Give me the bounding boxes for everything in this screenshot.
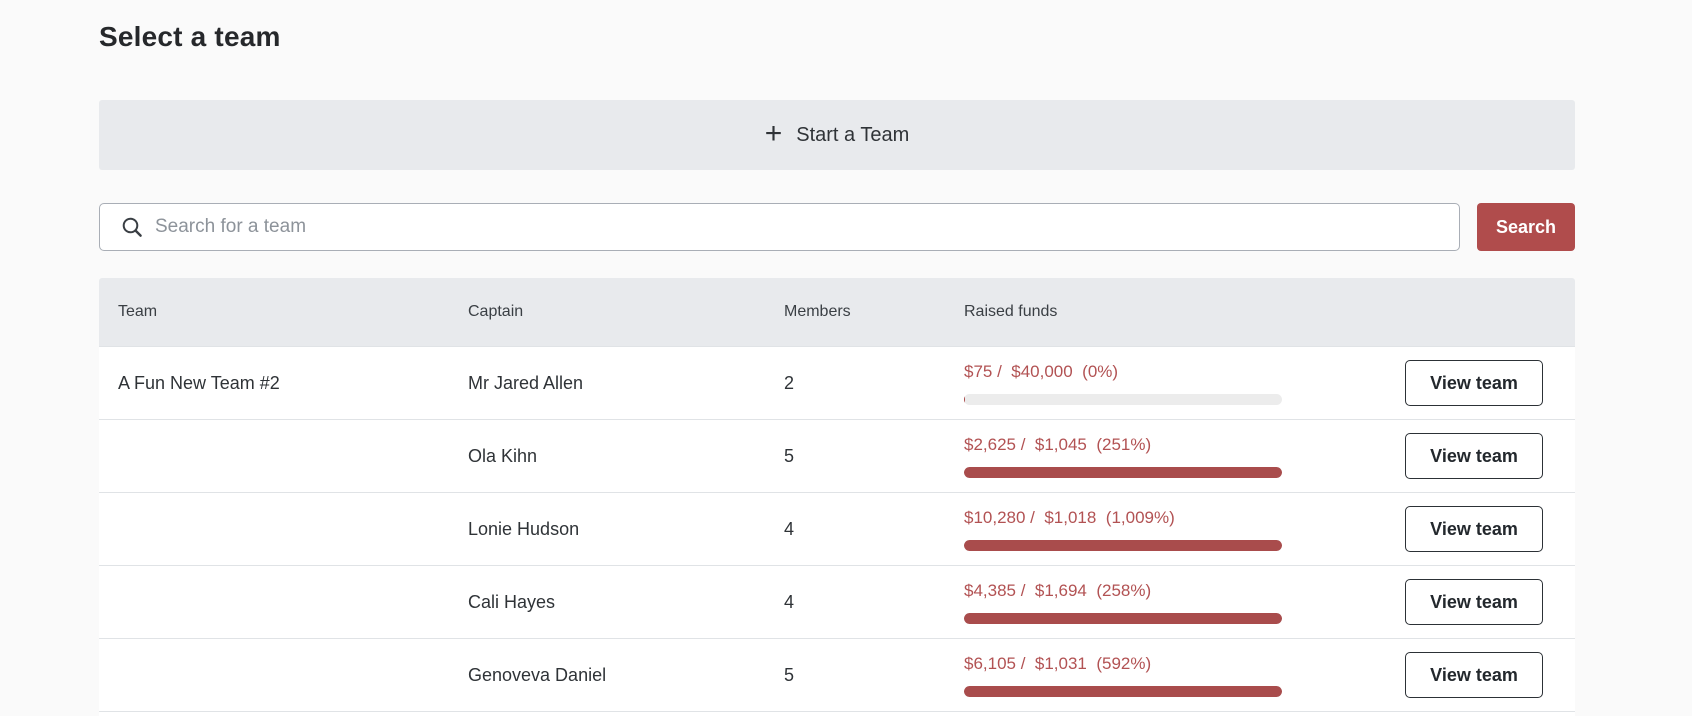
page-container: Select a team + Start a Team Search Team… <box>99 0 1575 716</box>
progress-bar-track <box>964 539 1282 551</box>
search-input[interactable] <box>155 204 1459 250</box>
progress-bar-fill <box>964 612 1282 624</box>
captain-name: Ola Kihn <box>468 445 538 466</box>
progress-bar-fill <box>964 539 1282 551</box>
funds-text: $4,385 / $1,694 (258%) <box>964 580 1152 600</box>
progress-bar-fill <box>964 685 1282 697</box>
search-row: Search <box>99 203 1575 251</box>
progress-bar-track <box>964 685 1282 697</box>
raised-funds-cell: $4,385 / $1,694 (258%) <box>945 581 1390 624</box>
table-row: Genoveva Daniel 5 $6,105 / $1,031 (592%)… <box>99 638 1575 711</box>
raised-funds-cell: $10,280 / $1,018 (1,009%) <box>945 508 1390 551</box>
funds-text: $6,105 / $1,031 (592%) <box>964 653 1152 673</box>
table-row: A Fun New Team #2 Mr Jared Allen 2 $75 /… <box>99 346 1575 419</box>
members-count: 2 <box>784 372 795 393</box>
header-team: Team <box>118 303 158 320</box>
members-count: 5 <box>784 664 795 685</box>
table-header-row: Team Captain Members Raised funds <box>99 278 1575 346</box>
header-captain: Captain <box>468 303 524 320</box>
view-team-button[interactable]: View team <box>1405 360 1543 406</box>
table-row-clipped <box>99 711 1575 716</box>
members-count: 4 <box>784 518 795 539</box>
progress-bar-fill <box>964 393 965 405</box>
members-count: 4 <box>784 591 795 612</box>
raised-funds-cell: $6,105 / $1,031 (592%) <box>945 654 1390 697</box>
members-count: 5 <box>784 445 795 466</box>
captain-name: Genoveva Daniel <box>468 664 607 685</box>
plus-icon: + <box>764 117 783 150</box>
search-box[interactable] <box>99 203 1460 251</box>
page-title: Select a team <box>99 21 281 52</box>
view-team-button[interactable]: View team <box>1405 506 1543 552</box>
view-team-button[interactable]: View team <box>1405 579 1543 625</box>
progress-bar-fill <box>964 466 1282 478</box>
table-row: Cali Hayes 4 $4,385 / $1,694 (258%) View… <box>99 565 1575 638</box>
search-button[interactable]: Search <box>1477 203 1575 251</box>
funds-text: $10,280 / $1,018 (1,009%) <box>964 507 1175 527</box>
captain-name: Mr Jared Allen <box>468 372 584 393</box>
search-icon <box>122 217 142 237</box>
header-raised-funds: Raised funds <box>964 303 1058 320</box>
raised-funds-cell: $75 / $40,000 (0%) <box>945 362 1390 405</box>
start-a-team-label: Start a Team <box>796 123 910 146</box>
progress-bar-track <box>964 393 1282 405</box>
header-members: Members <box>784 303 851 320</box>
table-row: Ola Kihn 5 $2,625 / $1,045 (251%) View t… <box>99 419 1575 492</box>
start-a-team-button[interactable]: + Start a Team <box>99 100 1575 170</box>
funds-text: $75 / $40,000 (0%) <box>964 361 1119 381</box>
raised-funds-cell: $2,625 / $1,045 (251%) <box>945 435 1390 478</box>
funds-text: $2,625 / $1,045 (251%) <box>964 434 1152 454</box>
view-team-button[interactable]: View team <box>1405 652 1543 698</box>
progress-bar-track <box>964 466 1282 478</box>
captain-name: Cali Hayes <box>468 591 556 612</box>
table-row: Lonie Hudson 4 $10,280 / $1,018 (1,009%)… <box>99 492 1575 565</box>
progress-bar-track <box>964 612 1282 624</box>
view-team-button[interactable]: View team <box>1405 433 1543 479</box>
team-name: A Fun New Team #2 <box>118 372 280 393</box>
captain-name: Lonie Hudson <box>468 518 580 539</box>
team-table: Team Captain Members Raised funds A Fun … <box>99 278 1575 716</box>
